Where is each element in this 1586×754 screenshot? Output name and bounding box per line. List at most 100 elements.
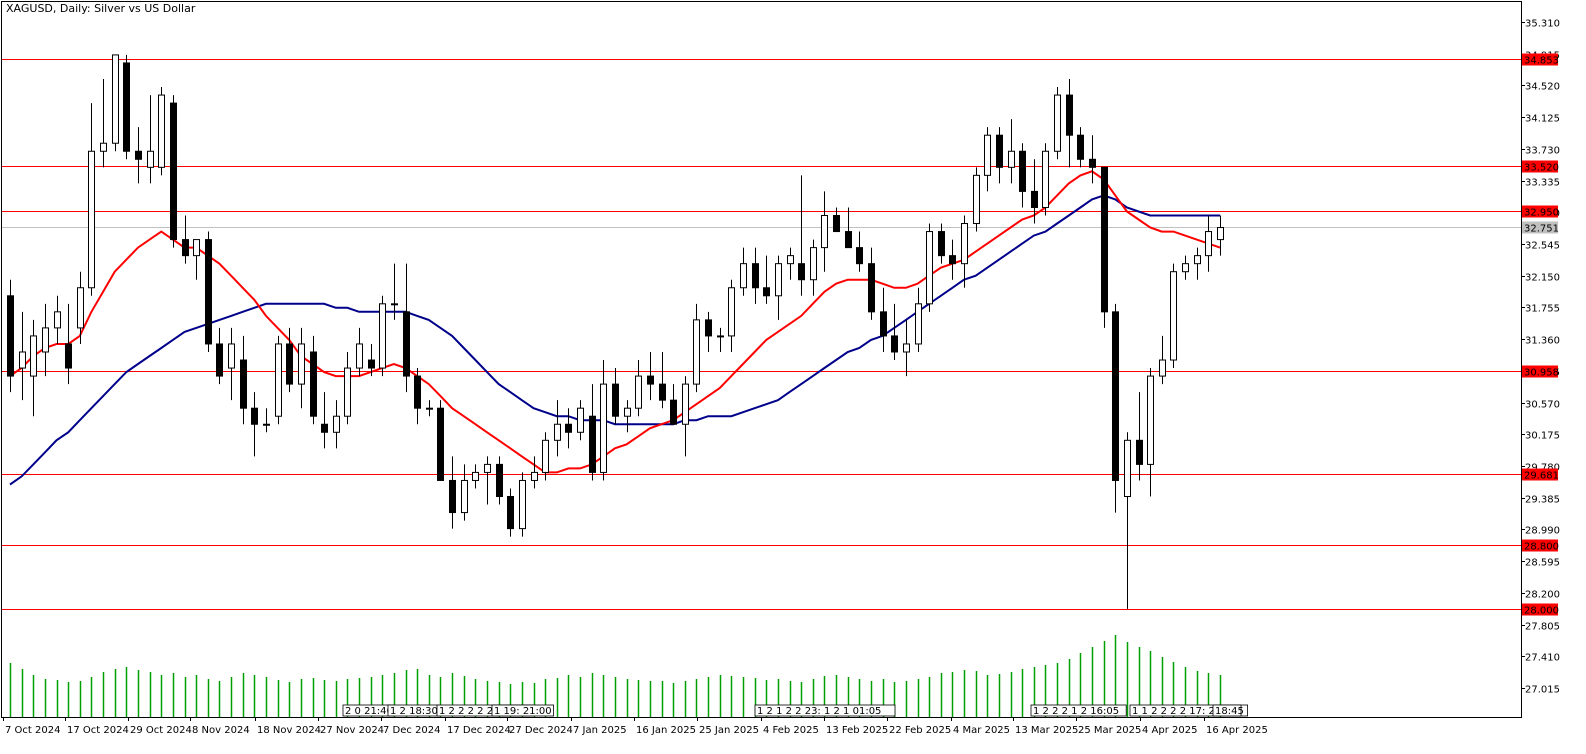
price-tick-label: 27.805	[1525, 622, 1560, 633]
price-tick-label: 33.335	[1525, 178, 1560, 189]
level-label: 34.853	[1524, 56, 1559, 67]
candle-body	[391, 303, 398, 306]
time-tick-label: 4 Apr 2025	[1142, 725, 1197, 736]
price-tick-label: 28.595	[1525, 558, 1560, 569]
candle-body	[647, 375, 654, 385]
price-tick-label: 30.570	[1525, 400, 1560, 411]
time-marker-label: 1 2 2 2 1 2 16:05	[1033, 706, 1119, 717]
time-tick-label: 7 Dec 2024	[383, 725, 441, 736]
price-tick-label: 35.310	[1525, 19, 1560, 30]
candle-body	[880, 311, 887, 337]
candle-body	[659, 383, 666, 401]
candle-body	[961, 223, 968, 265]
candle-body	[798, 263, 805, 281]
candle-body	[403, 311, 410, 377]
candle-body	[449, 479, 456, 514]
candle-body	[77, 287, 84, 329]
candle-body	[484, 463, 491, 473]
candle-body	[286, 343, 293, 385]
candle-body	[88, 150, 95, 289]
time-tick-label: 13 Feb 2025	[826, 725, 888, 736]
price-tick-label: 34.125	[1525, 114, 1560, 125]
candle-body	[856, 247, 863, 265]
candle-body	[624, 407, 631, 417]
candle-body	[7, 295, 14, 377]
time-tick-label: 17 Dec 2024	[447, 725, 511, 736]
candle-body	[158, 94, 165, 168]
candle-body	[228, 343, 235, 369]
candle-body	[472, 471, 479, 481]
candle-body	[170, 102, 177, 241]
candle-body	[542, 439, 549, 473]
candle-body	[717, 335, 724, 338]
candle-body	[589, 415, 596, 473]
candle-body	[1066, 94, 1073, 136]
price-tick-label: 28.990	[1525, 526, 1560, 537]
candle-body	[414, 375, 421, 409]
candle-body	[519, 479, 526, 530]
candle-body	[437, 407, 444, 481]
candle-body	[554, 423, 561, 441]
time-tick-label: 17 Oct 2024	[67, 725, 129, 736]
level-label-box	[1522, 205, 1558, 218]
candle-body	[1147, 375, 1154, 465]
candle-body	[775, 263, 782, 297]
candle-body	[507, 496, 514, 530]
time-tick-label: 27 Dec 2024	[509, 725, 573, 736]
price-tick-label: 32.150	[1525, 273, 1560, 284]
level-label: 28.000	[1524, 606, 1559, 617]
time-tick-label: 18 Nov 2024	[257, 725, 321, 736]
candle-body	[705, 319, 712, 337]
candle-body	[984, 134, 991, 176]
time-tick-label: 13 Mar 2025	[1015, 725, 1078, 736]
price-tick-label: 27.410	[1525, 653, 1560, 664]
candle-body	[1031, 190, 1038, 208]
price-tick-label: 28.200	[1525, 590, 1560, 601]
time-tick-label: 7 Jan 2025	[573, 725, 627, 736]
candle-body	[728, 287, 735, 337]
candle-body	[1112, 311, 1119, 481]
level-label: 30.958	[1524, 368, 1559, 379]
candle-body	[915, 303, 922, 345]
candle-body	[1194, 255, 1201, 265]
candle-body	[1136, 439, 1143, 465]
time-tick-label: 27 Nov 2024	[320, 725, 384, 736]
candle-body	[1008, 150, 1015, 168]
candle-body	[356, 343, 363, 369]
candle-body	[635, 375, 642, 409]
time-marker-label: 2 0 21:40	[345, 706, 393, 717]
price-tick-label: 29.385	[1525, 495, 1560, 506]
time-marker-box	[1129, 704, 1248, 717]
level-label: 32.950	[1524, 208, 1559, 219]
level-label-box	[1522, 160, 1558, 173]
time-tick-label: 4 Mar 2025	[953, 725, 1010, 736]
level-label: 29.681	[1524, 471, 1559, 482]
candle-body	[531, 471, 538, 481]
candle-body	[787, 255, 794, 265]
candle-body	[577, 407, 584, 433]
candle-body	[903, 343, 910, 353]
candle-body	[1101, 166, 1108, 313]
price-tick-label: 27.015	[1525, 685, 1560, 696]
time-marker-label: 1 2 1 2 2 23: 1 2 1 01:05	[757, 706, 881, 717]
candle-body	[426, 407, 433, 410]
candle-body	[670, 399, 677, 425]
candle-body	[1054, 94, 1061, 152]
candle-body	[298, 343, 305, 385]
candle-body	[1019, 150, 1026, 192]
candle-body	[54, 311, 61, 329]
candle-body	[30, 335, 37, 377]
price-tick-label: 33.730	[1525, 146, 1560, 157]
candle-body	[1077, 134, 1084, 160]
price-tick-label: 31.755	[1525, 304, 1560, 315]
time-tick-label: 8 Nov 2024	[192, 725, 250, 736]
time-tick-label: 22 Feb 2025	[889, 725, 951, 736]
level-label-box	[1522, 53, 1558, 66]
candle-body	[216, 343, 223, 377]
candle-body	[693, 319, 700, 385]
candle-body	[973, 174, 980, 225]
time-tick-label: 7 Oct 2024	[5, 725, 60, 736]
